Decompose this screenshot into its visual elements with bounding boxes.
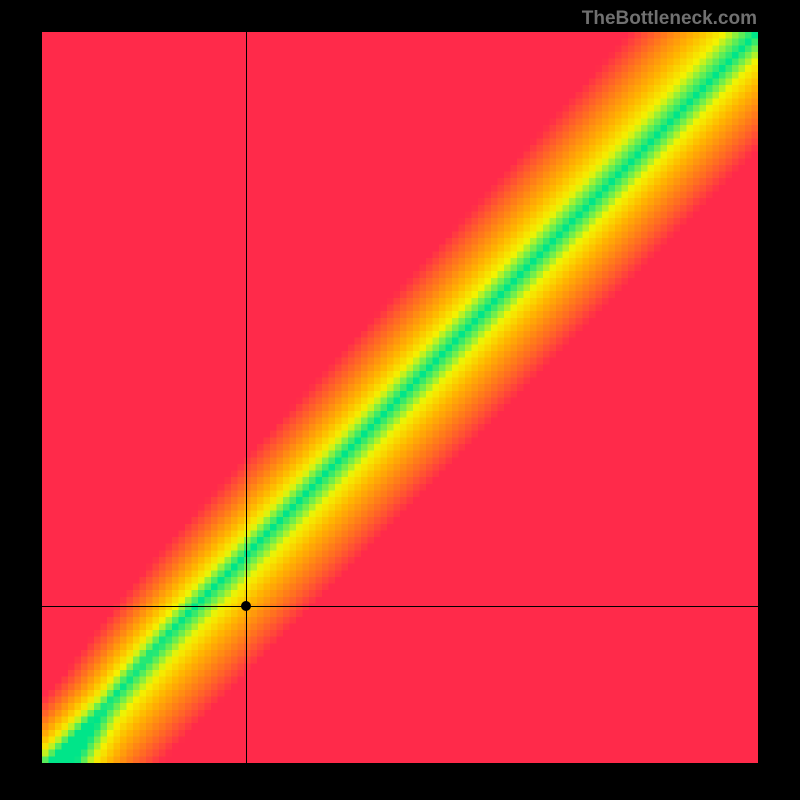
crosshair-marker — [241, 601, 251, 611]
crosshair-horizontal — [42, 606, 758, 607]
watermark-text: TheBottleneck.com — [582, 8, 757, 30]
crosshair-vertical — [246, 32, 247, 763]
heatmap-plot — [42, 32, 758, 763]
heatmap-canvas — [42, 32, 758, 763]
